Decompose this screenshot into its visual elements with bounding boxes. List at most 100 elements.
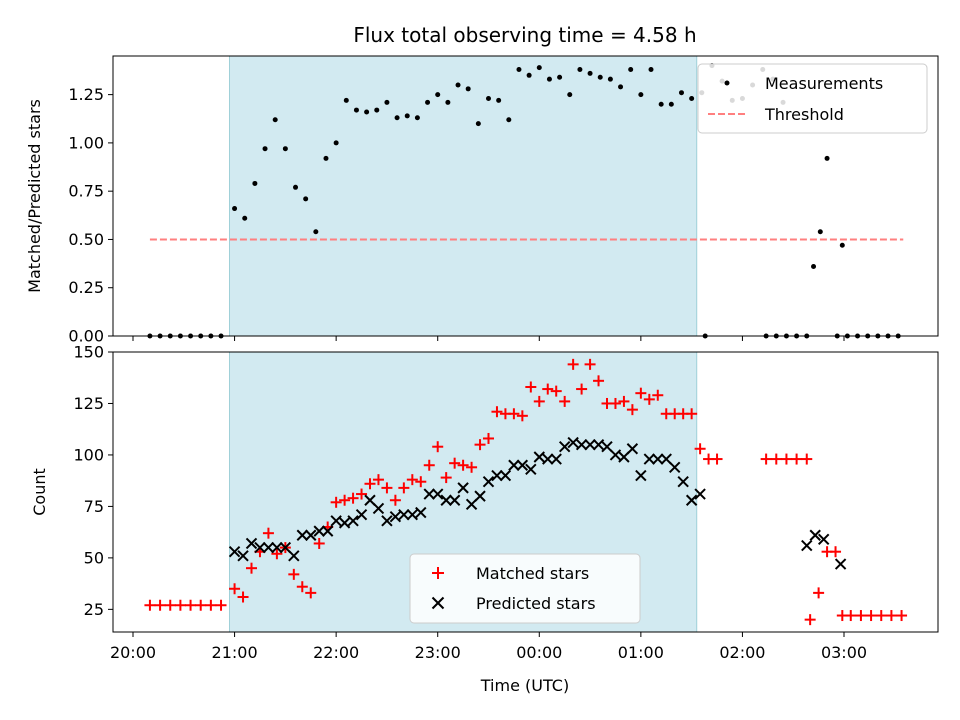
matched-star-point: [237, 591, 249, 603]
matched-star-point: [694, 443, 706, 455]
matched-star-point: [229, 583, 241, 595]
measurement-point: [455, 82, 461, 88]
bottom-y-tick-label: 50: [84, 548, 104, 567]
top-y-tick-label: 0.75: [68, 182, 104, 201]
bottom-x-tick-label: 03:00: [821, 643, 867, 662]
matched-star-point: [635, 387, 647, 399]
measurement-point: [824, 155, 830, 161]
measurement-point: [628, 67, 634, 73]
measurement-point: [817, 229, 823, 235]
measurement-point: [811, 263, 817, 269]
measurement-point: [384, 99, 390, 105]
measurement-point: [668, 101, 674, 107]
predicted-star-point: [592, 438, 605, 451]
matched-star-point: [609, 397, 621, 409]
legend-predicted-marker: [431, 596, 445, 610]
predicted-star-point: [415, 506, 427, 519]
measurement-point: [364, 109, 370, 115]
matched-star-point: [813, 587, 825, 599]
matched-star-point: [791, 453, 803, 465]
matched-star-point: [305, 587, 317, 599]
bottom-panel: 25 50 75 100 125 150 20:00 21:00 22:00 23:00 00:0…: [30, 343, 939, 695]
matched-star-point: [542, 383, 554, 395]
legend-matched-label: Matched stars: [476, 564, 589, 583]
measurement-point: [333, 140, 339, 146]
matched-star-point: [550, 385, 562, 397]
bottom-y-axis-label: Count: [30, 468, 49, 516]
predicted-star-point: [305, 529, 317, 541]
predicted-star-point: [801, 539, 813, 552]
measurement-point: [546, 76, 552, 82]
predicted-star-point: [338, 517, 351, 529]
matched-star-point: [804, 614, 816, 626]
measurement-point: [374, 107, 380, 113]
matched-star-point: [780, 453, 792, 465]
measurement-point: [557, 74, 563, 80]
matched-star-point: [246, 562, 257, 574]
legend-matched-marker: [432, 567, 444, 579]
matched-star-point: [339, 494, 351, 506]
measurement-point: [475, 121, 481, 127]
matched-star-point: [711, 453, 723, 465]
predicted-star-point: [669, 461, 681, 474]
measurement-point: [313, 229, 319, 235]
top-y-tick-label: 1.00: [68, 133, 104, 152]
matched-star-point: [154, 599, 166, 611]
bottom-y-tick-label: 125: [73, 394, 104, 413]
bottom-x-tick-label: 00:00: [516, 643, 562, 662]
bottom-y-tick-label: 25: [84, 600, 104, 619]
matched-star-point: [576, 383, 588, 395]
legend-threshold-label: Threshold: [764, 105, 844, 124]
predicted-star-point: [643, 453, 656, 465]
measurement-point: [658, 101, 664, 107]
predicted-star-point: [296, 529, 308, 541]
chart-title: Flux total observing time = 4.58 h: [353, 23, 696, 47]
predicted-star-point: [288, 550, 300, 562]
predicted-star-point: [465, 498, 478, 511]
predicted-star-point: [313, 525, 325, 537]
measurement-point: [293, 184, 299, 190]
matched-star-point: [215, 599, 227, 611]
top-legend: Measurements Threshold: [697, 63, 928, 134]
matched-star-point: [643, 393, 655, 405]
bottom-x-tick-label: 01:00: [618, 643, 664, 662]
measurement-point: [404, 113, 410, 119]
measurement-point: [445, 99, 451, 105]
measurement-point: [587, 70, 593, 76]
bottom-x-tick-label: 22:00: [313, 643, 359, 662]
matched-star-point: [313, 537, 325, 549]
measurement-point: [262, 146, 268, 152]
predicted-star-point: [652, 453, 664, 465]
matched-star-point: [830, 546, 842, 558]
matched-star-point: [195, 599, 207, 611]
predicted-star-point: [516, 459, 529, 471]
measurement-point: [252, 180, 258, 186]
predicted-star-point: [262, 541, 275, 554]
legend-predicted-label: Predicted stars: [476, 594, 596, 613]
predicted-star-point: [558, 440, 571, 453]
measurement-point: [536, 65, 542, 71]
matched-star-point: [686, 408, 698, 420]
bottom-x-tick-label: 02:00: [719, 643, 765, 662]
predicted-star-point: [381, 515, 393, 527]
measurement-point: [496, 97, 502, 103]
measurement-point: [506, 117, 512, 123]
matched-star-point: [432, 441, 444, 453]
top-legend-box: [697, 63, 928, 134]
matched-star-point: [885, 610, 897, 622]
predicted-star-point: [834, 558, 847, 570]
bottom-y-tick-label: 100: [73, 445, 104, 464]
predicted-star-point: [567, 436, 579, 449]
predicted-star-point: [542, 453, 554, 465]
matched-star-point: [457, 459, 469, 471]
matched-star-point: [415, 476, 427, 488]
matched-star-point: [483, 432, 494, 444]
matched-star-point: [347, 492, 359, 504]
measurement-point: [465, 86, 471, 92]
measurement-point: [323, 155, 329, 161]
matched-star-point: [164, 599, 176, 611]
measurement-point: [567, 92, 573, 98]
matched-star-point: [449, 457, 461, 469]
predicted-star-point: [398, 508, 410, 521]
predicted-star-point: [550, 453, 562, 465]
